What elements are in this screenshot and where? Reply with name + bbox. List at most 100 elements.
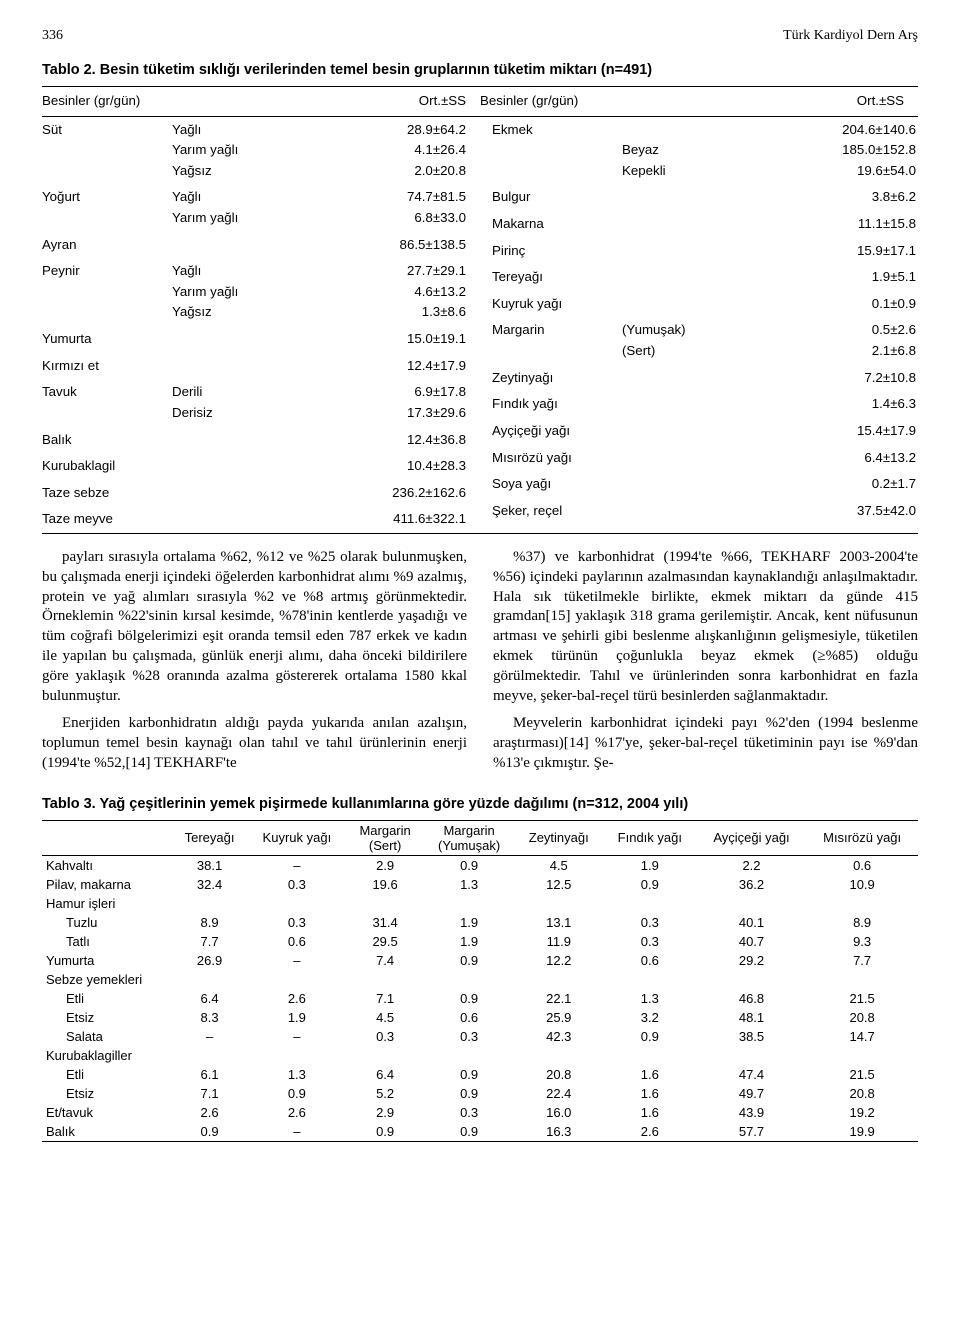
table3-cell [603,894,697,913]
table2-sub: Yağlı [172,187,358,208]
table3-cell: 0.9 [603,875,697,894]
table2-row: SütYağlı28.9±64.2 [42,120,468,141]
table3-cell: 1.9 [424,913,515,932]
table3-cell: 32.4 [172,875,247,894]
table3-cell [697,970,807,989]
table3-cell [347,970,424,989]
table2-value: 1.9±5.1 [808,267,918,288]
running-header: 336 Türk Kardiyol Dern Arş [42,28,918,44]
table3-cell: 2.6 [247,989,347,1008]
table3-cell [172,894,247,913]
table2-row: Taze sebze236.2±162.6 [42,483,468,504]
table2-value: 19.6±54.0 [808,161,918,182]
table3-cell: 0.9 [424,856,515,875]
table3-row-label: Sebze yemekleri [42,970,172,989]
rule [42,1141,918,1142]
table2-sub: Kepekli [622,161,808,182]
t2-head-left: Besinler (gr/gün) [42,91,370,112]
table2-value: 12.4±36.8 [358,430,468,451]
table2-group: Soya yağı0.2±1.7 [492,471,918,498]
table3-cell: 0.9 [247,1084,347,1103]
table2-row: Pirinç15.9±17.1 [492,241,918,262]
table3-cell: 48.1 [697,1008,807,1027]
table2-group: Balık12.4±36.8 [42,427,468,454]
table3-row-label: Etli [42,1065,172,1084]
table2-value: 11.1±15.8 [808,214,918,235]
table3-cell: 7.7 [172,932,247,951]
table2-row: Mısırözü yağı6.4±13.2 [492,448,918,469]
table-row: Hamur işleri [42,894,918,913]
table2-group: PeynirYağlı27.7±29.1Yarım yağlı4.6±13.2Y… [42,258,468,326]
table3-cell: 1.3 [424,875,515,894]
table2-value: 2.1±6.8 [808,341,918,362]
table2-row: Kırmızı et12.4±17.9 [42,356,468,377]
table2-row: Ekmek204.6±140.6 [492,120,918,141]
table-row: Kurubaklagiller [42,1046,918,1065]
table3-cell: 4.5 [515,856,603,875]
table3-cell: 1.6 [603,1103,697,1122]
table2-sub [622,120,808,141]
table2-value: 27.7±29.1 [358,261,468,282]
table3-cell: 46.8 [697,989,807,1008]
table2-row: Derisiz17.3±29.6 [42,403,468,424]
table2-row: Tereyağı 1.9±5.1 [492,267,918,288]
table2-value: 236.2±162.6 [358,483,468,504]
table3-cell: 1.3 [247,1065,347,1084]
table3: Tablo 3. Yağ çeşitlerinin yemek pişirmed… [42,796,918,1142]
table3-row-label: Etsiz [42,1084,172,1103]
table-row: Tatlı7.70.629.51.911.90.340.79.3 [42,932,918,951]
table2-row: Makarna 11.1±15.8 [492,214,918,235]
table2-sub [172,509,358,530]
table3-cell [603,1046,697,1065]
table3-cell: 13.1 [515,913,603,932]
t2-head-ortss: Ort.±SS [808,91,918,112]
table2-caption: Tablo 2. Besin tüketim sıklığı verilerin… [42,62,918,78]
table3-cell: 12.5 [515,875,603,894]
table2-name: Tereyağı [492,267,622,288]
table3-cell: 7.1 [172,1084,247,1103]
table-row: Salata––0.30.342.30.938.514.7 [42,1027,918,1046]
table2-row: Şeker, reçel37.5±42.0 [492,501,918,522]
table3-cell: 0.6 [806,856,918,875]
table3-col-header: Ayçiçeği yağı [697,821,807,855]
table3-cell: 0.6 [424,1008,515,1027]
table3-cell: 12.2 [515,951,603,970]
table2-sub [622,394,808,415]
table3-cell: 0.6 [247,932,347,951]
table2-row: Taze meyve411.6±322.1 [42,509,468,530]
table-row: Etsiz7.10.95.20.922.41.649.720.8 [42,1084,918,1103]
table2-name: Süt [42,120,172,141]
table2-value: 28.9±64.2 [358,120,468,141]
table3-cell: 22.1 [515,989,603,1008]
table-row: Pilav, makarna32.40.319.61.312.50.936.21… [42,875,918,894]
table3-row-label: Balık [42,1122,172,1141]
table3-cell: 8.3 [172,1008,247,1027]
table2-row: TavukDerili6.9±17.8 [42,382,468,403]
table2-name: Ekmek [492,120,622,141]
table3-cell: 1.9 [247,1008,347,1027]
table2-name [42,282,172,303]
table2-group: Margarin(Yumuşak)0.5±2.6(Sert)2.1±6.8 [492,317,918,364]
table3-row-label: Kurubaklagiller [42,1046,172,1065]
table3-cell [424,1046,515,1065]
table2-group: Mısırözü yağı6.4±13.2 [492,445,918,472]
table2-name [492,341,622,362]
table3-cell: 38.5 [697,1027,807,1046]
table3-cell: 0.9 [172,1122,247,1141]
table2-name: Makarna [492,214,622,235]
table3-cell: 1.9 [603,856,697,875]
table2-row: Kurubaklagil10.4±28.3 [42,456,468,477]
table2-sub [622,501,808,522]
table2-row: Yarım yağlı6.8±33.0 [42,208,468,229]
t2-head-right: Besinler (gr/gün) [480,91,808,112]
table3-row-label: Pilav, makarna [42,875,172,894]
table2-value: 6.9±17.8 [358,382,468,403]
table3-cell: 20.8 [515,1065,603,1084]
table2-group: Ayran86.5±138.5 [42,232,468,259]
table3-cell: 6.4 [172,989,247,1008]
table2-name: Pirinç [492,241,622,262]
table3-cell: 49.7 [697,1084,807,1103]
table3-cell [515,894,603,913]
table-row: Yumurta26.9–7.40.912.20.629.27.7 [42,951,918,970]
table2: Besinler (gr/gün) Ort.±SS Besinler (gr/g… [42,87,918,534]
